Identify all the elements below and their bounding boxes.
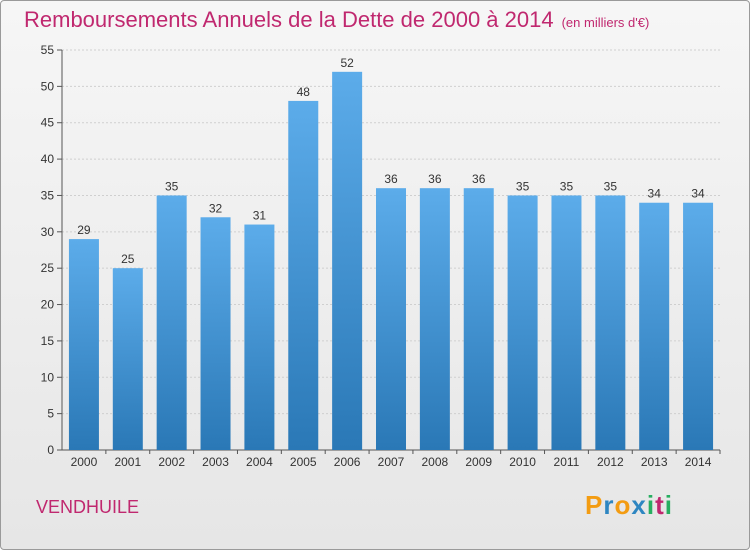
bar — [244, 224, 275, 450]
bar — [507, 195, 538, 450]
bar — [112, 268, 143, 450]
x-tick-label: 2011 — [554, 455, 580, 469]
x-tick-label: 2004 — [246, 455, 273, 469]
logo-letter: i — [664, 490, 673, 520]
y-tick-label: 20 — [41, 298, 55, 312]
x-tick-label: 2007 — [378, 455, 405, 469]
y-tick-label: 50 — [41, 79, 55, 93]
data-label: 36 — [428, 172, 442, 186]
data-label: 25 — [121, 252, 135, 266]
x-tick-label: 2014 — [685, 455, 712, 469]
x-tick-label: 2008 — [422, 455, 449, 469]
x-tick-label: 2010 — [509, 455, 536, 469]
data-label: 32 — [209, 201, 223, 215]
logo-letter: P — [585, 490, 604, 520]
bar — [376, 188, 406, 450]
bar — [288, 100, 319, 450]
bar — [551, 195, 582, 450]
bar — [419, 188, 450, 450]
logo-letter: t — [655, 490, 665, 520]
bar — [683, 202, 714, 450]
data-label: 35 — [516, 179, 530, 193]
y-tick-label: 10 — [41, 370, 55, 384]
data-label: 35 — [165, 179, 179, 193]
y-tick-label: 45 — [41, 116, 55, 130]
chart-title: Remboursements Annuels de la Dette de 20… — [24, 7, 649, 33]
data-label: 34 — [648, 187, 662, 201]
proxiti-logo: Proxiti — [585, 490, 673, 521]
x-tick-label: 2012 — [597, 455, 624, 469]
y-tick-label: 5 — [47, 407, 54, 421]
data-label: 36 — [384, 172, 398, 186]
x-tick-label: 2009 — [465, 455, 492, 469]
x-tick-label: 2001 — [114, 455, 141, 469]
data-label: 35 — [560, 179, 574, 193]
y-tick-label: 25 — [41, 261, 55, 275]
bar — [68, 239, 99, 450]
bar — [332, 71, 363, 451]
y-tick-label: 40 — [41, 152, 55, 166]
x-tick-label: 2000 — [71, 455, 98, 469]
bar — [156, 195, 187, 450]
bar — [595, 195, 626, 450]
y-tick-label: 35 — [41, 188, 55, 202]
data-label: 29 — [77, 223, 91, 237]
logo-letter: i — [646, 490, 656, 520]
bar — [639, 202, 670, 450]
data-label: 35 — [604, 179, 618, 193]
title-text: Remboursements Annuels de la Dette de 20… — [24, 7, 554, 32]
x-tick-label: 2002 — [158, 455, 185, 469]
y-tick-label: 55 — [41, 43, 55, 57]
x-tick-label: 2005 — [290, 455, 317, 469]
logo-letter: x — [631, 490, 647, 520]
bar — [200, 217, 231, 450]
data-label: 31 — [253, 209, 267, 223]
y-tick-label: 30 — [41, 225, 55, 239]
logo-letter: o — [614, 490, 632, 520]
commune-name: VENDHUILE — [36, 497, 140, 517]
logo-letter: r — [603, 490, 615, 520]
data-label: 34 — [691, 187, 705, 201]
data-label: 48 — [297, 85, 311, 99]
bar — [463, 188, 494, 450]
y-tick-label: 15 — [41, 334, 55, 348]
data-label: 52 — [340, 56, 354, 70]
title-unit: (en milliers d'€) — [561, 15, 650, 30]
x-tick-label: 2013 — [641, 455, 668, 469]
x-tick-label: 2003 — [202, 455, 229, 469]
data-label: 36 — [472, 172, 486, 186]
x-tick-label: 2006 — [334, 455, 361, 469]
y-tick-label: 0 — [47, 443, 54, 457]
